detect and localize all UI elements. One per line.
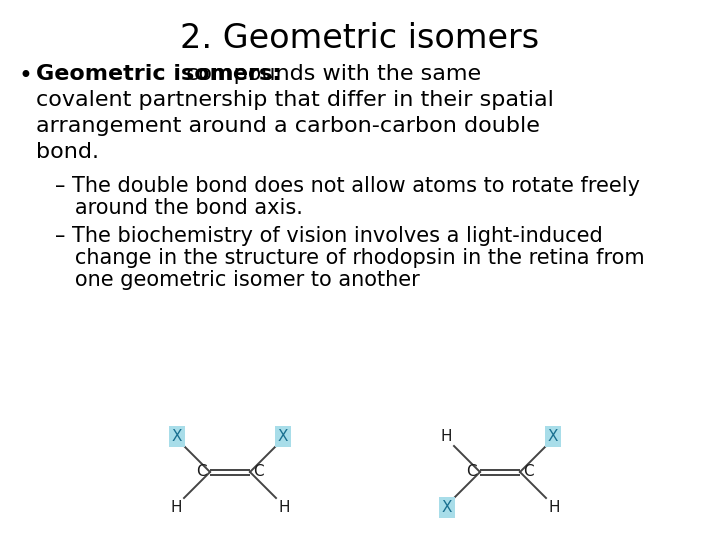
Text: change in the structure of rhodopsin in the retina from: change in the structure of rhodopsin in … [55, 248, 644, 268]
Text: X: X [171, 429, 182, 444]
Text: covalent partnership that differ in their spatial: covalent partnership that differ in thei… [36, 90, 554, 110]
Text: H: H [171, 500, 182, 515]
Text: H: H [278, 500, 289, 515]
Text: C: C [253, 464, 264, 480]
Text: •: • [18, 64, 32, 88]
Text: X: X [278, 429, 289, 444]
Text: bond.: bond. [36, 142, 99, 162]
Text: X: X [441, 500, 452, 515]
Text: C: C [197, 464, 207, 480]
Text: H: H [441, 429, 452, 444]
Text: – The biochemistry of vision involves a light-induced: – The biochemistry of vision involves a … [55, 226, 603, 246]
Text: 2. Geometric isomers: 2. Geometric isomers [181, 22, 539, 55]
Text: – The double bond does not allow atoms to rotate freely: – The double bond does not allow atoms t… [55, 176, 640, 196]
Text: H: H [548, 500, 559, 515]
Text: X: X [548, 429, 559, 444]
Text: around the bond axis.: around the bond axis. [55, 198, 303, 218]
Text: C: C [467, 464, 477, 480]
Text: arrangement around a carbon-carbon double: arrangement around a carbon-carbon doubl… [36, 116, 540, 136]
Text: C: C [523, 464, 534, 480]
Text: compounds with the same: compounds with the same [179, 64, 481, 84]
Text: one geometric isomer to another: one geometric isomer to another [55, 270, 420, 290]
Text: Geometric isomers:: Geometric isomers: [36, 64, 281, 84]
